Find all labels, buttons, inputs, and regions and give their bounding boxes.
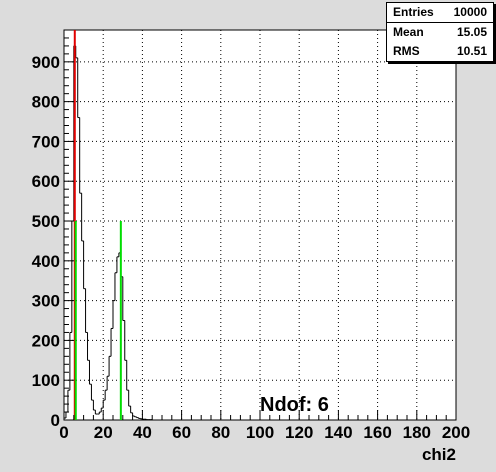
x-tick-label: 0 (59, 423, 68, 442)
x-tick-label: 120 (285, 423, 313, 442)
x-tick-label: 100 (246, 423, 274, 442)
stats-entries-label: Entries (393, 5, 434, 19)
stats-mean-value: 15.05 (456, 25, 487, 39)
x-tick-label: 140 (324, 423, 352, 442)
x-tick-label: 160 (363, 423, 391, 442)
y-tick-label: 500 (32, 212, 60, 231)
stats-rms-label: RMS (393, 44, 420, 58)
x-tick-label: 180 (403, 423, 431, 442)
stats-mean-row: Mean 15.05 (387, 23, 493, 42)
grid-lines (64, 30, 456, 420)
x-tick-label: 40 (133, 423, 152, 442)
x-tick-label: 200 (442, 423, 470, 442)
stats-mean-label: Mean (393, 25, 424, 39)
stats-entries-value: 10000 (453, 5, 487, 19)
stats-rms-row: RMS 10.51 (387, 42, 493, 61)
y-tick-label: 700 (32, 132, 60, 151)
plot-area (63, 29, 457, 421)
x-tick-label: 60 (172, 423, 191, 442)
y-tick-label: 400 (32, 252, 60, 271)
y-tick-label: 100 (32, 371, 60, 390)
stats-rms-value: 10.51 (456, 44, 487, 58)
y-tick-label: 800 (32, 93, 60, 112)
y-tick-label: 900 (32, 53, 60, 72)
vertical-markers (73, 30, 122, 420)
stats-entries-row: Entries 10000 (387, 3, 493, 23)
y-tick-label: 0 (51, 411, 60, 430)
x-tick-label: 80 (211, 423, 230, 442)
x-tick-label: 20 (94, 423, 113, 442)
y-tick-label: 300 (32, 292, 60, 311)
stats-box: Entries 10000 Mean 15.05 RMS 10.51 (386, 2, 494, 62)
y-tick-label: 600 (32, 172, 60, 191)
y-tick-label: 200 (32, 331, 60, 350)
x-axis-title: chi2 (422, 445, 456, 464)
ndof-annotation: Ndof: 6 (260, 394, 329, 416)
axes: 0 20 40 60 80 100 120 140 160 180 200 0 100 200 300 400… (32, 29, 470, 442)
